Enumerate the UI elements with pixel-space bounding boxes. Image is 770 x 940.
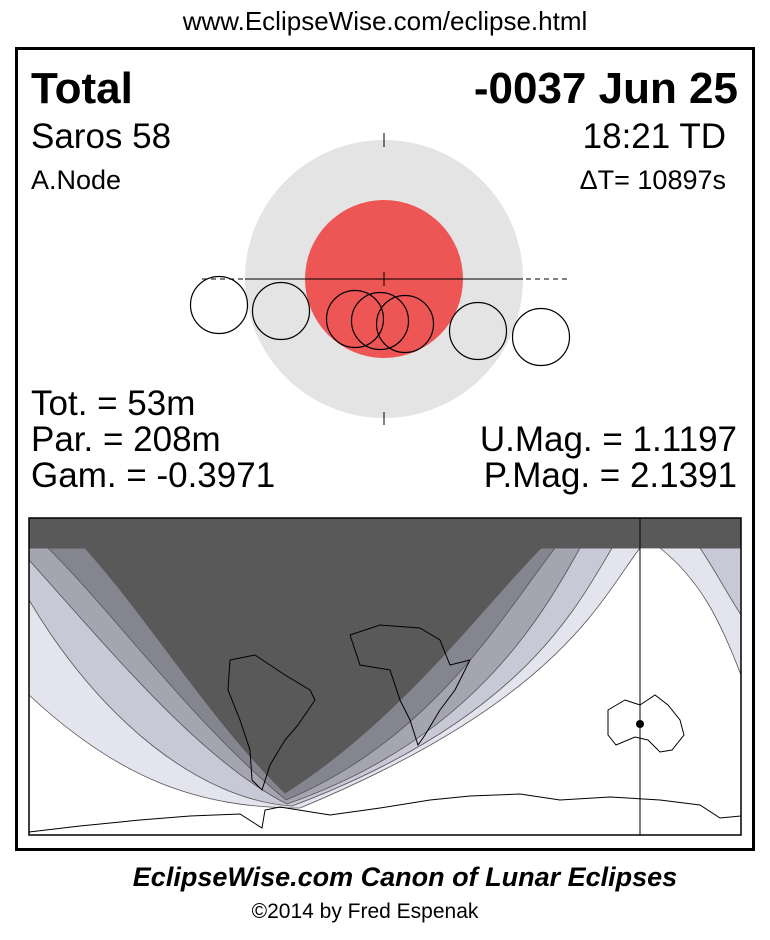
map-border [28, 517, 742, 836]
band-total [29, 518, 741, 794]
eclipse-frame [15, 47, 755, 851]
moon-u2 [325, 289, 385, 349]
australia-outline [607, 694, 685, 753]
shadow-diagram [189, 133, 571, 425]
moon-p1 [189, 275, 249, 335]
saros-number: Saros 58 [31, 117, 172, 156]
source-url: www.EclipseWise.com/eclipse.html [182, 6, 588, 36]
moon-u1 [251, 281, 311, 341]
penumbral-magnitude: P.Mag. = 2.1391 [483, 456, 737, 495]
eclipse-type: Total [31, 64, 133, 113]
partial-duration: Par. = 208m [31, 420, 221, 459]
eclipse-time: 18:21 TD [582, 117, 726, 156]
antarctica-outline [29, 793, 741, 833]
gamma: Gam. = -0.3971 [31, 456, 276, 495]
visibility-map [29, 518, 741, 835]
umbral-magnitude: U.Mag. = 1.1197 [479, 420, 737, 459]
node: A.Node [31, 165, 122, 195]
delta-t: ΔT= 10897s [579, 165, 726, 195]
totality-duration: Tot. = 53m [31, 384, 196, 423]
moon-u4 [448, 301, 508, 361]
south-america-outline [227, 654, 316, 791]
moon-greatest [350, 291, 410, 351]
footer-copyright: ©2014 by Fred Espenak [251, 900, 479, 923]
moon-p4 [511, 307, 571, 367]
africa-outline [349, 624, 471, 747]
eclipse-date: -0037 Jun 25 [473, 64, 738, 113]
footer-title: EclipseWise.com Canon of Lunar Eclipses [132, 862, 678, 892]
greatest-eclipse-point [636, 720, 644, 728]
moon-positions [189, 275, 571, 367]
moon-u3 [375, 294, 435, 354]
continent-outlines [29, 624, 741, 833]
